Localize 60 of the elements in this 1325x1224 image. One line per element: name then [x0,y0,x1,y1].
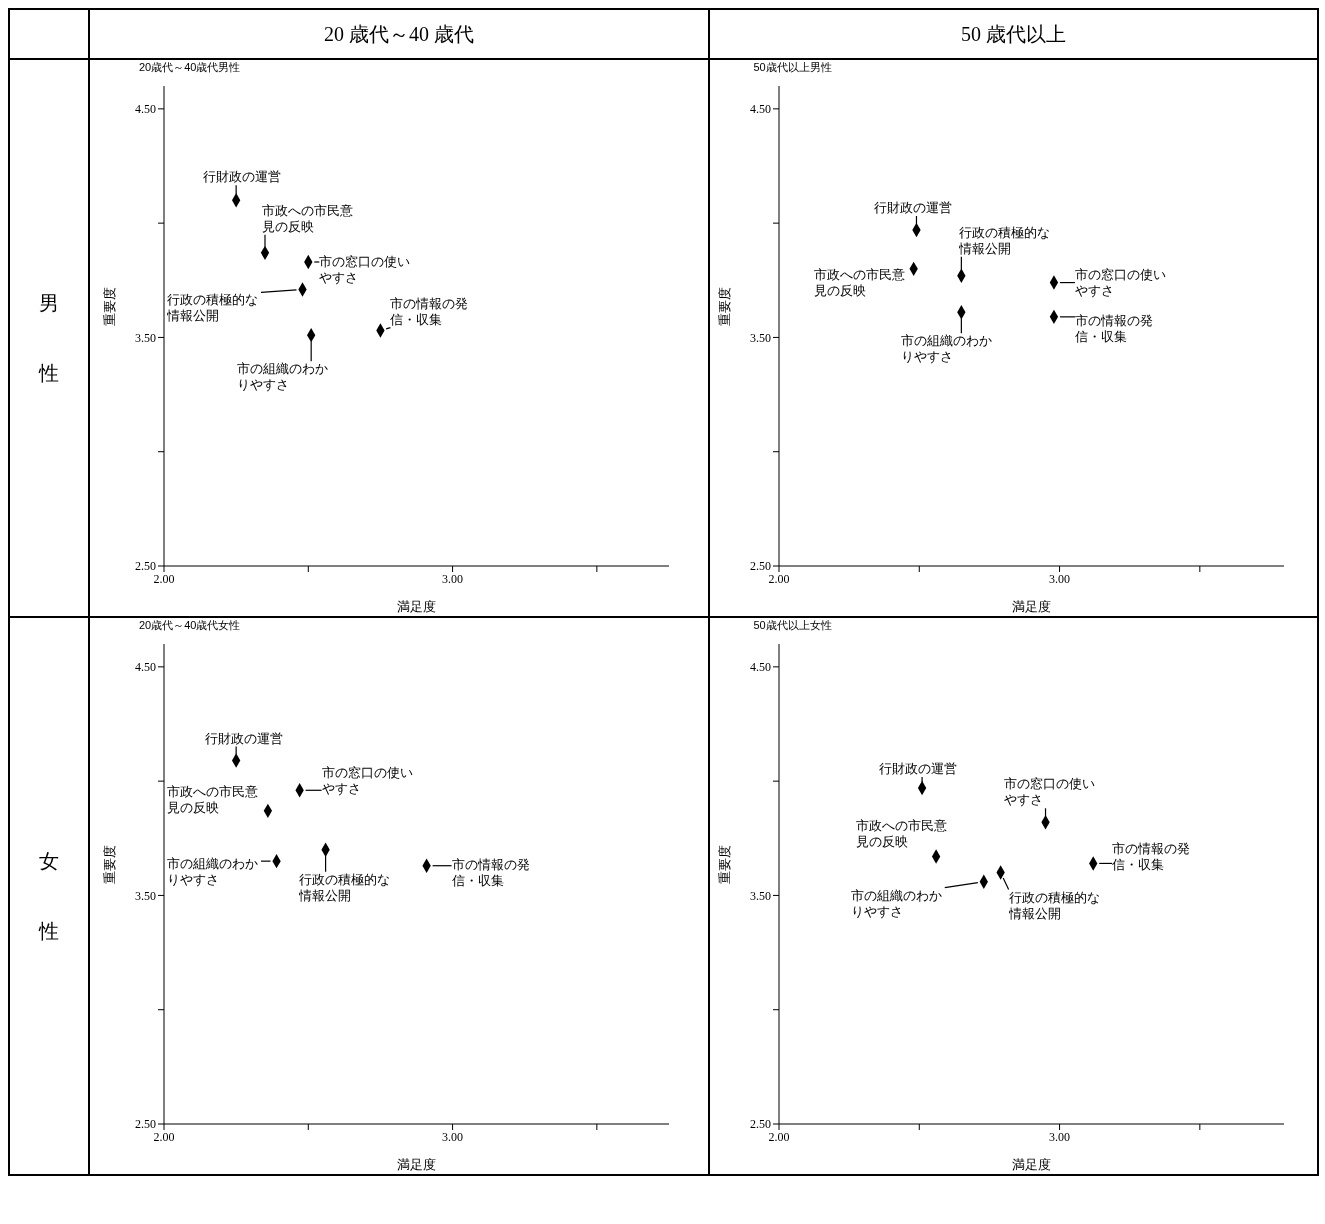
annotation: 市の情報の発信・収集 [1074,312,1154,345]
chart-title: 50歳代以上女性 [752,618,833,633]
text: 50 歳代以上 [961,22,1066,45]
x-tick-label: 3.00 [442,1129,464,1144]
annotation: 市の組織のわかりやすさ [237,361,330,394]
annotation: 市の窓口の使いやすさ [321,765,414,798]
annotation: 市の窓口の使いやすさ [319,254,412,286]
annotation: 行財政の運営 [878,761,958,777]
x-axis-title: 満足度 [1011,1157,1051,1172]
annotation: 行政の積極的な情報公開 [1008,889,1101,922]
text: 女性 [39,850,59,942]
x-tick-label: 2.00 [768,1129,789,1144]
annotation: 行財政の運営 [205,730,285,747]
annotation: 行政の積極的な情報公開 [958,224,1051,257]
annotation: 市政への市民意見の反映 [167,783,259,816]
y-axis-title: 重要度 [716,845,732,884]
annotation: 行政の積極的な情報公開 [167,292,259,325]
annotation: 市の情報の発信・収集 [390,295,470,328]
y-tick-label: 3.50 [749,330,771,345]
y-tick-label: 2.50 [135,559,156,574]
x-tick-label: 3.00 [1048,1129,1070,1144]
x-tick-label: 3.00 [442,571,464,586]
chart-title: 20歳代～40歳代男性 [138,60,242,75]
x-axis-title: 満足度 [1011,599,1051,614]
y-tick-label: 3.50 [135,888,156,903]
annotation: 市の窓口の使いやすさ [1003,776,1096,809]
text: 男性 [39,292,59,384]
text: 20 歳代～40 歳代 [324,22,474,45]
y-tick-label: 3.50 [749,888,771,903]
annotation: 市の情報の発信・収集 [451,856,531,889]
annotation: 市の組織のわかりやすさ [850,887,943,920]
y-axis-title: 重要度 [716,287,732,326]
annotation: 市政への市民意見の反映 [813,266,906,299]
y-tick-label: 2.50 [135,1117,156,1132]
annotation: 市政への市民意見の反映 [262,202,354,235]
annotation: 市の窓口の使いやすさ [1074,266,1167,299]
annotation: 市の情報の発信・収集 [1111,841,1191,874]
x-tick-label: 2.00 [153,571,175,586]
x-axis-title: 満足度 [397,599,436,614]
y-tick-label: 2.50 [749,1117,771,1132]
annotation: 行政の積極的な情報公開 [298,871,391,904]
x-axis-title: 満足度 [397,1157,436,1172]
y-tick-label: 2.50 [749,559,771,574]
y-axis-title: 重要度 [101,287,117,326]
annotation: 行財政の運営 [873,200,953,216]
y-tick-label: 4.50 [135,102,156,117]
x-tick-label: 2.00 [768,571,789,586]
annotation: 行財政の運営 [203,169,283,186]
x-tick-label: 3.00 [1048,571,1070,586]
x-tick-label: 2.00 [153,1129,175,1144]
annotation: 市の組織のわかりやすさ [900,333,993,366]
y-tick-label: 4.50 [749,660,771,675]
y-axis-title: 重要度 [101,845,117,884]
annotation: 市政への市民意見の反映 [855,817,948,850]
chart-title: 20歳代～40歳代女性 [138,618,242,633]
chart-title: 50歳代以上男性 [752,60,833,75]
y-tick-label: 3.50 [135,330,156,345]
annotation: 市の組織のわかりやすさ [167,856,259,889]
y-tick-label: 4.50 [749,102,771,117]
y-tick-label: 4.50 [135,660,156,675]
